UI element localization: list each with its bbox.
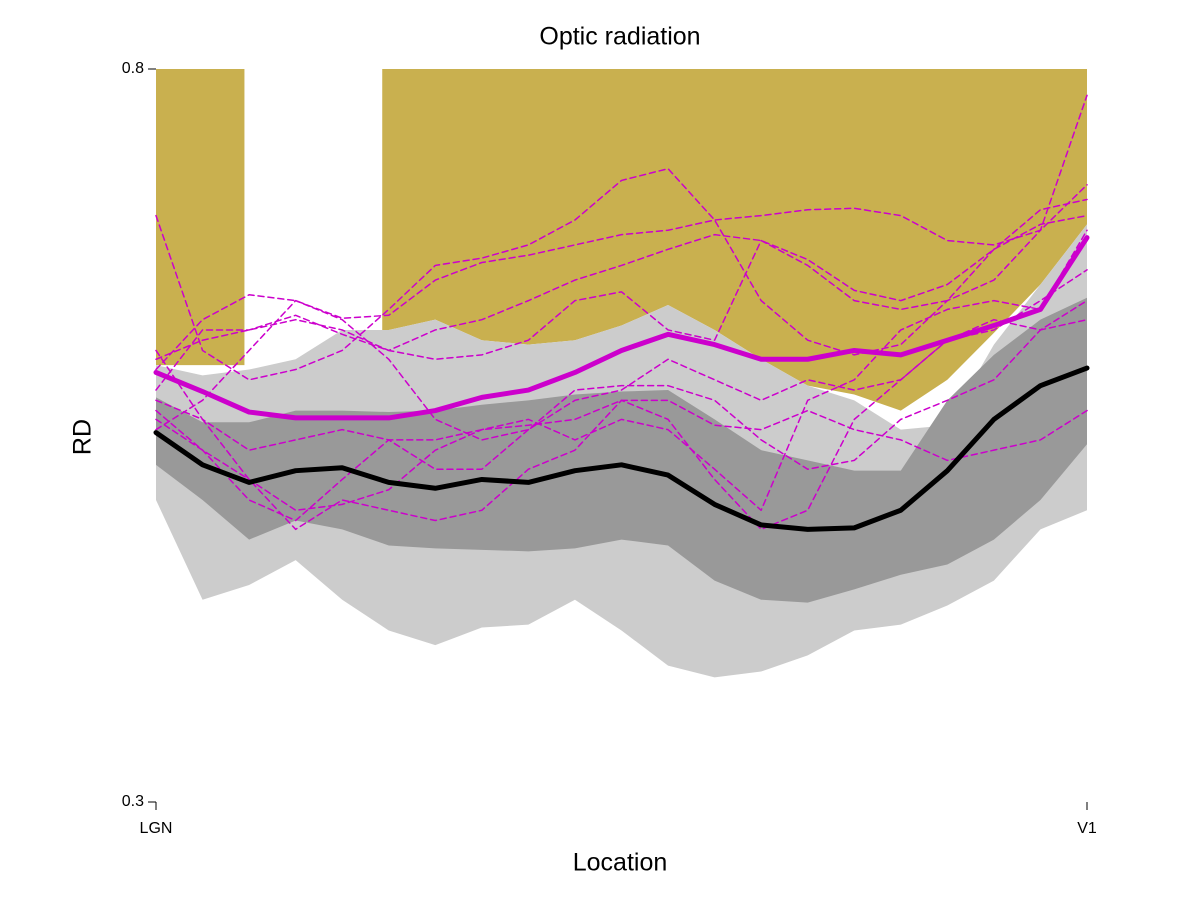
mean-line	[153, 235, 1090, 421]
y-tick-label: 0.3	[122, 793, 144, 810]
subject-line	[155, 184, 1088, 371]
subject-line	[155, 349, 1088, 462]
chart-title: Optic radiation	[539, 23, 700, 51]
subject-line	[155, 229, 1088, 512]
y-axis-label: RD	[69, 419, 97, 455]
subject-line	[155, 299, 1088, 522]
x-axis-label: Location	[573, 849, 668, 877]
subject-line	[155, 94, 1088, 381]
mean-line	[153, 365, 1090, 532]
x-tick-label: LGN	[140, 820, 173, 837]
y-tick-label: 0.8	[122, 60, 144, 77]
x-tick-label: V1	[1077, 820, 1097, 837]
subject-line	[155, 214, 1088, 361]
significance-shade	[156, 69, 245, 366]
subject-line	[155, 198, 1088, 391]
